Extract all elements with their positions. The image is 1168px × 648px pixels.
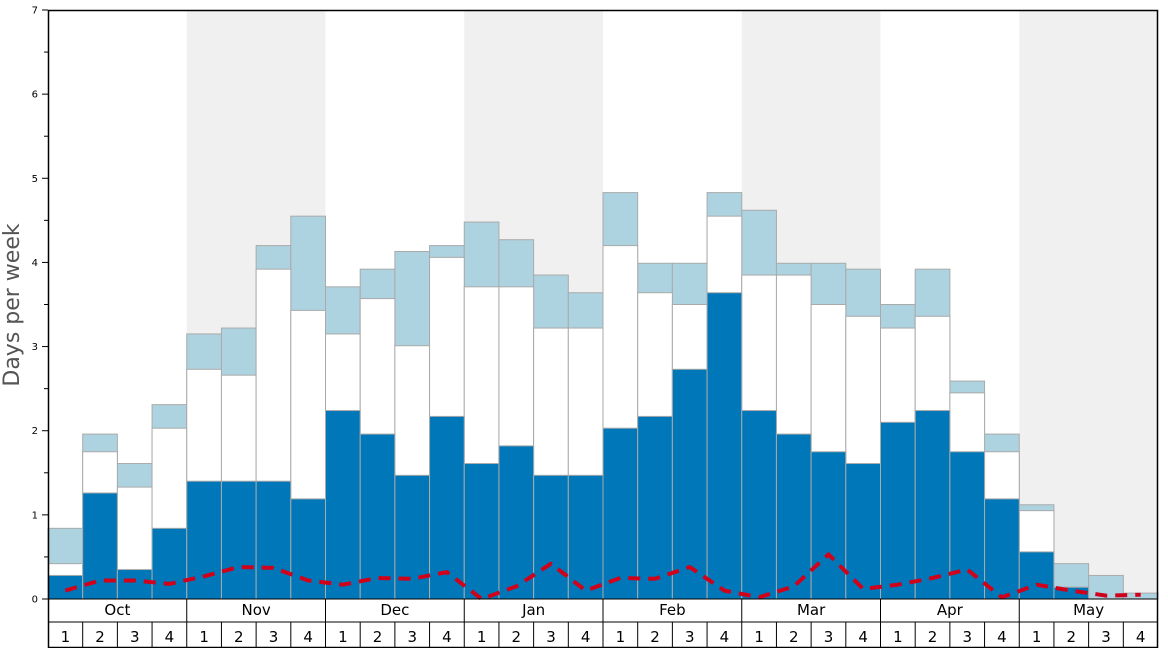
bar-lower <box>914 410 951 600</box>
week-label: 1 <box>338 628 348 646</box>
bar-lower <box>602 427 639 600</box>
bar-lower <box>429 415 465 600</box>
bar-lower <box>151 527 188 600</box>
week-label: 1 <box>199 628 209 646</box>
bar-lower <box>845 463 881 600</box>
week-label: 2 <box>928 628 938 646</box>
bar-lower <box>671 368 708 600</box>
bar-lower <box>255 480 292 600</box>
bar-lower <box>1018 551 1055 600</box>
month-label: Mar <box>797 601 826 619</box>
bar-lower <box>533 474 569 600</box>
week-label: 1 <box>893 628 903 646</box>
y-axis-label: Days per week <box>0 223 25 386</box>
month-label: May <box>1073 601 1104 619</box>
bar-lower <box>949 451 986 600</box>
week-label: 3 <box>269 628 279 646</box>
y-tick-label: 4 <box>32 258 38 269</box>
bar-lower <box>463 463 500 600</box>
month-label: Jan <box>521 601 545 619</box>
week-label: 3 <box>824 628 834 646</box>
week-label: 4 <box>1136 628 1146 646</box>
bar-lower <box>810 451 847 600</box>
month-label: Feb <box>659 601 686 619</box>
bar-lower <box>220 480 257 600</box>
month-label: Dec <box>380 601 409 619</box>
week-label: 2 <box>373 628 383 646</box>
week-label: 3 <box>130 628 140 646</box>
bar-lower <box>775 433 812 600</box>
week-label: 3 <box>407 628 417 646</box>
week-label: 3 <box>546 628 556 646</box>
week-label: 4 <box>720 628 730 646</box>
week-label: 2 <box>1067 628 1077 646</box>
week-label: 2 <box>512 628 522 646</box>
x-axis: Oct Nov Dec Jan Feb Mar Apr May 1 2 3 4 1 2 3 4 1 2 3 4 1 2 3 4… <box>48 598 1158 647</box>
bar-lower <box>567 474 604 600</box>
y-tick-label: 7 <box>32 6 38 17</box>
bar-lower <box>984 498 1020 600</box>
y-tick-label: 5 <box>32 174 38 185</box>
week-label: 1 <box>477 628 487 646</box>
week-label: 3 <box>1101 628 1111 646</box>
dashed-series-line <box>64 552 1141 601</box>
week-label: 1 <box>754 628 764 646</box>
bar-lower <box>880 421 916 600</box>
y-tick-label: 2 <box>32 426 38 437</box>
week-label: 1 <box>616 628 626 646</box>
week-label: 4 <box>997 628 1007 646</box>
y-axis: 0 1 2 3 4 5 6 7 <box>32 6 48 606</box>
week-label: 2 <box>789 628 799 646</box>
y-tick-label: 0 <box>32 595 38 606</box>
bar-lower <box>706 292 743 600</box>
week-label: 3 <box>685 628 695 646</box>
month-label: Apr <box>937 601 964 619</box>
week-label: 1 <box>61 628 71 646</box>
bar-lower <box>498 445 535 600</box>
week-label: 4 <box>165 628 175 646</box>
month-label: Oct <box>104 601 130 619</box>
week-label: 4 <box>442 628 452 646</box>
bar-lower <box>47 574 84 600</box>
week-label: 3 <box>962 628 972 646</box>
week-label: 2 <box>95 628 105 646</box>
week-label: 2 <box>650 628 660 646</box>
week-label: 4 <box>581 628 591 646</box>
y-tick-label: 6 <box>32 90 38 101</box>
bar-lower <box>186 480 222 600</box>
bar-lower <box>741 410 777 600</box>
bar-lower <box>325 410 361 600</box>
month-band <box>1019 10 1158 599</box>
week-label: 1 <box>1032 628 1042 646</box>
week-label: 4 <box>858 628 868 646</box>
bar-lower <box>637 415 673 600</box>
y-tick-label: 3 <box>32 342 38 353</box>
week-label: 2 <box>234 628 244 646</box>
month-label: Nov <box>241 601 270 619</box>
bar-lower <box>359 433 396 600</box>
bar-lower <box>116 569 153 600</box>
y-tick-label: 1 <box>32 510 38 521</box>
week-label: 4 <box>303 628 313 646</box>
dashed-series <box>64 552 1141 601</box>
